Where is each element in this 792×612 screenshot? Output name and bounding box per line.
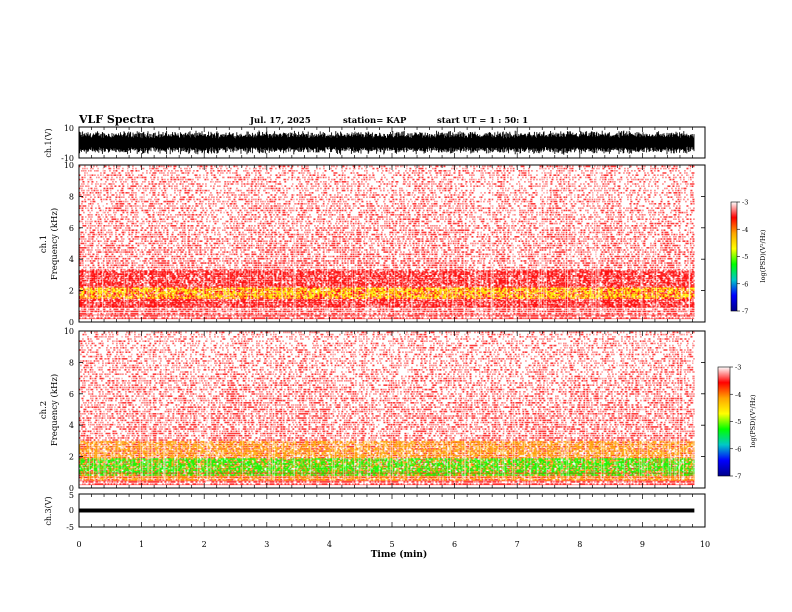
time-tick-label: 6 [452, 540, 457, 549]
ch2-spec-ylabel-a: ch.2 [39, 401, 49, 419]
ch2-spectrogram-image [79, 331, 695, 486]
time-axis-title: Time (min) [371, 549, 428, 560]
time-axis-labels: 0 1 2 3 4 5 6 7 8 9 10 [76, 540, 710, 549]
ch2-spec-ytick-label: 10 [64, 327, 74, 336]
ch2-spec-ytick-label: 8 [69, 358, 74, 367]
colorbar-ch2-tick-label: -4 [735, 391, 741, 399]
ch1-spec-ytick-label: 0 [69, 318, 74, 327]
ch1-ytick-top: 10 [64, 124, 74, 133]
ch3-waveform-trace [79, 508, 695, 513]
time-tick-label: 10 [700, 540, 710, 549]
ch3-waveform-panel: 5 0 -5 ch.3(V) [44, 491, 706, 532]
ch1-spec-band-1 [79, 287, 695, 299]
ch1-spec-ytick-label: 8 [69, 192, 74, 201]
ch2-spec-band-1 [79, 458, 695, 476]
colorbar-ch2-strip [717, 366, 731, 477]
ch1-ytick-bottom: -10 [61, 154, 74, 163]
ch2-spectrogram-panel: 0 2 4 6 8 10 ch.2 Frequency (kHz) [39, 327, 706, 493]
ch1-spec-ylabel-b: Frequency (kHz) [49, 208, 60, 280]
ch1-ylabel: ch.1(V) [44, 128, 53, 157]
colorbar-ch2: -3 -4 -5 -6 -7 log(PSD)(V²/Hz) [717, 364, 757, 481]
colorbar-ch1-label: log(PSD)(V²/Hz) [759, 229, 767, 282]
colorbar-ch2-tick-label: -6 [735, 445, 741, 453]
colorbar-ch1-tick-label: -7 [742, 308, 748, 316]
ch1-spec-ytick-label: 4 [69, 255, 74, 264]
ch3-ytick-top: 5 [69, 491, 74, 500]
ch2-spectrogram-yticks: 0 2 4 6 8 10 [64, 327, 705, 493]
colorbar-ch2-ticks: -3 -4 -5 -6 -7 [730, 364, 741, 481]
time-tick-label: 1 [139, 540, 144, 549]
ch3-waveform-band [79, 508, 695, 513]
colorbar-ch2-tick-label: -7 [735, 473, 741, 481]
ch2-spec-ytick-label: 2 [69, 453, 74, 462]
time-axis-ticks [78, 127, 706, 527]
ch1-spectrogram-panel: 0 2 4 6 8 10 ch.1 Frequency (kHz) [39, 161, 706, 327]
ch2-spec-ytick-label: 4 [69, 421, 74, 430]
ch3-ytick-bottom: -5 [66, 523, 74, 532]
time-tick-label: 5 [389, 540, 394, 549]
ch1-waveform-trace [78, 130, 695, 155]
ch1-spec-ytick-label: 2 [69, 287, 74, 296]
ch2-spec-band-0 [79, 440, 695, 481]
time-tick-label: 2 [202, 540, 207, 549]
colorbar-ch1-tick-label: -4 [742, 226, 748, 234]
colorbar-ch2-tick-label: -5 [735, 418, 741, 426]
time-tick-label: 3 [264, 540, 269, 549]
time-tick-label: 4 [327, 540, 332, 549]
ch3-ytick-mid: 0 [69, 506, 74, 515]
colorbar-ch1-tick-label: -6 [742, 280, 748, 288]
ch1-waveform-panel: 10 -10 ch.1(V) [44, 124, 706, 163]
colorbar-ch2-label: log(PSD)(V²/Hz) [749, 394, 757, 447]
time-tick-label: 8 [577, 540, 582, 549]
ch1-spectrogram-yticks: 0 2 4 6 8 10 [64, 161, 705, 327]
ch1-waveform-line [78, 130, 695, 155]
ch2-spec-ytick-label: 0 [69, 484, 74, 493]
ch1-spec-ylabel-a: ch.1 [39, 235, 49, 253]
ch1-spec-ytick-label: 6 [69, 224, 74, 233]
date-label: Jul. 17, 2025 [249, 116, 311, 126]
colorbar-ch1-strip [730, 201, 738, 312]
ch2-spec-ytick-label: 6 [69, 390, 74, 399]
station-label: station= KAP [343, 116, 407, 126]
time-tick-label: 7 [515, 540, 520, 549]
figure-title: VLF Spectra [78, 113, 154, 126]
time-tick-label: 9 [640, 540, 645, 549]
colorbar-ch1-ticks: -3 -4 -5 -6 -7 [737, 199, 748, 316]
colorbar-ch1: -3 -4 -5 -6 -7 log(PSD)(V²/Hz) [730, 199, 767, 316]
colorbar-ch1-tick-label: -3 [742, 199, 748, 207]
ch2-spec-ylabel-b: Frequency (kHz) [49, 374, 60, 446]
start-ut-label: start UT = 1 : 50: 1 [437, 116, 528, 126]
ch3-ylabel: ch.3(V) [44, 496, 53, 525]
ch1-spectrogram-image [78, 165, 695, 320]
ch1-spec-band-0 [79, 270, 695, 307]
time-tick-label: 0 [76, 540, 81, 549]
ch1-spec-ytick-label: 10 [64, 161, 74, 170]
colorbar-ch2-tick-label: -3 [735, 364, 741, 372]
colorbar-ch1-tick-label: -5 [742, 253, 748, 261]
